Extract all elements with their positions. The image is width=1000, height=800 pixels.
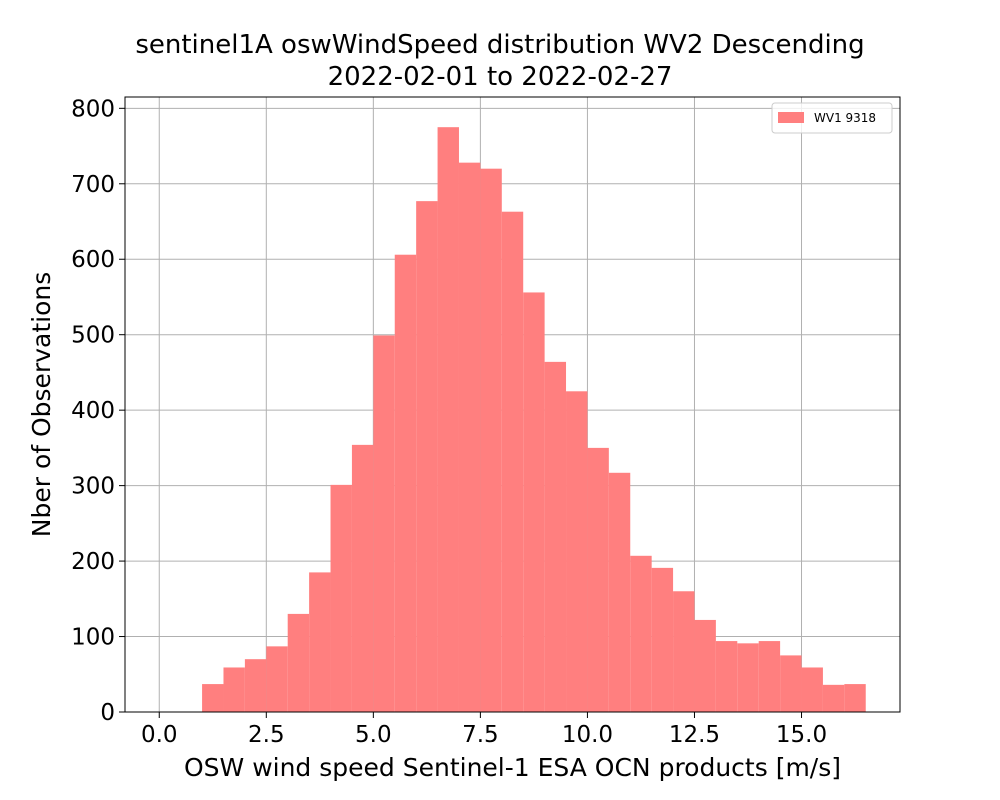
- histogram-bar: [673, 591, 695, 712]
- histogram-bar: [223, 667, 245, 712]
- histogram-bar: [630, 555, 652, 712]
- histogram-bar: [608, 472, 631, 712]
- y-tick-label: 300: [71, 474, 115, 500]
- histogram-bar: [844, 684, 866, 712]
- histogram-bar: [587, 447, 609, 712]
- legend-label: WV1 9318: [814, 111, 876, 125]
- x-tick-label: 10.0: [562, 722, 613, 748]
- y-tick-label: 500: [71, 323, 115, 349]
- histogram-bar: [715, 641, 738, 712]
- histogram-bar: [458, 162, 481, 713]
- histogram-bar: [244, 659, 267, 712]
- histogram-bar: [694, 619, 716, 712]
- y-tick-label: 200: [71, 549, 115, 575]
- y-tick-label: 0: [100, 700, 115, 726]
- x-tick-label: 0.0: [141, 722, 178, 748]
- histogram-bar: [373, 335, 395, 712]
- chart-title: sentinel1A oswWindSpeed distribution WV2…: [135, 30, 865, 60]
- legend-swatch: [778, 112, 804, 123]
- y-axis-label: Nber of Observations: [27, 272, 56, 537]
- histogram-bar: [266, 646, 288, 712]
- histogram-bar: [737, 643, 759, 712]
- x-tick-label: 2.5: [248, 722, 285, 748]
- histogram-bar: [566, 391, 588, 712]
- y-tick-label: 800: [71, 96, 115, 122]
- x-tick-label: 12.5: [669, 722, 720, 748]
- x-tick-label: 15.0: [776, 722, 827, 748]
- histogram-bar: [651, 567, 674, 712]
- y-tick-label: 700: [71, 172, 115, 198]
- y-tick-label: 100: [71, 625, 115, 651]
- histogram-bar: [544, 361, 567, 712]
- histogram-bar: [523, 292, 545, 712]
- histogram-bar: [437, 127, 459, 712]
- x-axis-label: OSW wind speed Sentinel-1 ESA OCN produc…: [184, 753, 841, 782]
- x-tick-label: 5.0: [355, 722, 392, 748]
- y-tick-label: 600: [71, 247, 115, 273]
- histogram-bar: [330, 484, 352, 712]
- histogram-bar: [780, 655, 802, 712]
- x-tick-label: 7.5: [462, 722, 499, 748]
- legend-box: [771, 102, 893, 134]
- plot-frame: [124, 96, 901, 713]
- histogram-bar: [480, 168, 502, 712]
- chart-subtitle: 2022-02-01 to 2022-02-27: [327, 62, 673, 92]
- histogram-bar: [801, 667, 823, 712]
- histogram-bar: [758, 641, 781, 712]
- y-tick-label: 400: [71, 398, 115, 424]
- histogram-bar: [287, 613, 310, 712]
- histogram-bar: [416, 201, 438, 713]
- histogram-bar: [394, 254, 417, 712]
- histogram-bar: [202, 684, 224, 712]
- histogram-bar: [351, 444, 374, 712]
- histogram-bar: [501, 211, 524, 712]
- histogram-bar: [822, 684, 845, 712]
- histogram-bar: [309, 572, 331, 712]
